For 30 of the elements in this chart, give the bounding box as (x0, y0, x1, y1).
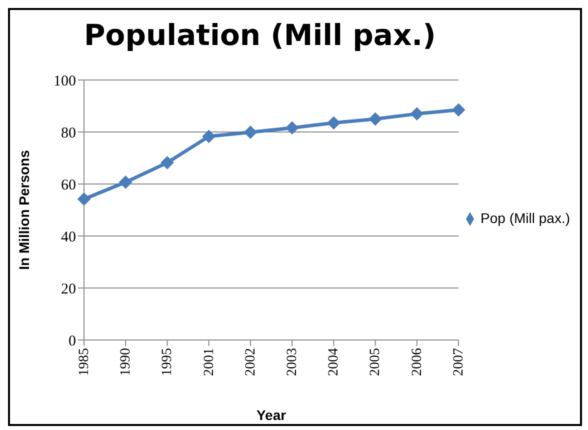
point (78, 192, 90, 206)
point (368, 112, 382, 126)
x-tick-label: 2003 (285, 348, 300, 376)
point (452, 103, 466, 116)
y-tick-label: 0 (68, 333, 76, 350)
point (119, 176, 132, 189)
y-axis-title: In Million Persons (16, 150, 32, 270)
x-tick-label: 2002 (243, 348, 258, 376)
point (327, 116, 340, 130)
x-tick-label: 1985 (76, 348, 92, 376)
x-tick-label: 1995 (160, 348, 176, 376)
x-tick-label: 2004 (326, 348, 342, 376)
point (202, 130, 216, 143)
x-axis-title: Year (256, 407, 287, 423)
x-tick-label: 2001 (202, 348, 217, 376)
x-tick-label: 2007 (451, 348, 466, 376)
y-tick-label: 40 (61, 229, 76, 246)
chart-title: Population (Mill pax.) (83, 18, 437, 52)
point (410, 107, 424, 120)
y-tick-label: 60 (61, 177, 76, 194)
y-tick-label: 20 (61, 281, 76, 298)
x-tick-label: 2006 (410, 348, 425, 376)
point (286, 121, 299, 134)
legend-label: Pop (Mill pax.) (480, 210, 570, 226)
y-tick-label: 100 (54, 73, 76, 90)
point (244, 126, 257, 139)
x-tick-label: 1990 (118, 348, 134, 376)
y-tick-label: 80 (61, 125, 76, 142)
x-tick-label: 2005 (368, 348, 384, 376)
point (160, 156, 174, 170)
